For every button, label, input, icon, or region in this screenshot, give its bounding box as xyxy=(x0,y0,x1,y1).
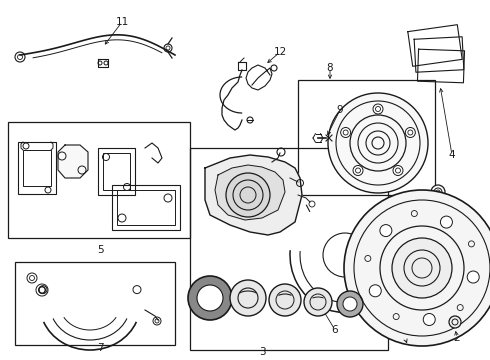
Circle shape xyxy=(341,127,351,138)
Circle shape xyxy=(373,104,383,114)
Circle shape xyxy=(343,297,357,311)
Text: 5: 5 xyxy=(97,245,103,255)
Text: 10: 10 xyxy=(436,200,448,210)
Text: 7: 7 xyxy=(97,343,103,353)
Circle shape xyxy=(344,190,490,346)
Circle shape xyxy=(369,285,381,297)
Circle shape xyxy=(441,216,452,228)
Circle shape xyxy=(188,276,232,320)
Text: 12: 12 xyxy=(273,47,287,57)
Circle shape xyxy=(197,285,223,311)
Polygon shape xyxy=(58,145,88,178)
Circle shape xyxy=(405,127,416,138)
Circle shape xyxy=(467,271,479,283)
Text: 8: 8 xyxy=(327,63,333,73)
Circle shape xyxy=(304,288,332,316)
Polygon shape xyxy=(205,155,302,235)
Circle shape xyxy=(393,166,403,176)
Circle shape xyxy=(226,173,270,217)
Text: 1: 1 xyxy=(402,333,408,343)
Circle shape xyxy=(449,316,461,328)
Circle shape xyxy=(353,166,363,176)
Text: 4: 4 xyxy=(449,150,455,160)
Polygon shape xyxy=(215,165,285,220)
Circle shape xyxy=(423,314,435,325)
Circle shape xyxy=(230,280,266,316)
Circle shape xyxy=(337,291,363,317)
Text: 2: 2 xyxy=(454,333,460,343)
Circle shape xyxy=(350,115,406,171)
Text: 3: 3 xyxy=(259,347,265,357)
Circle shape xyxy=(392,238,452,298)
Text: 11: 11 xyxy=(115,17,128,27)
Text: 9: 9 xyxy=(337,105,343,115)
Circle shape xyxy=(380,225,392,237)
Circle shape xyxy=(328,93,428,193)
Text: 6: 6 xyxy=(332,325,338,335)
Circle shape xyxy=(431,185,445,199)
Circle shape xyxy=(269,284,301,316)
